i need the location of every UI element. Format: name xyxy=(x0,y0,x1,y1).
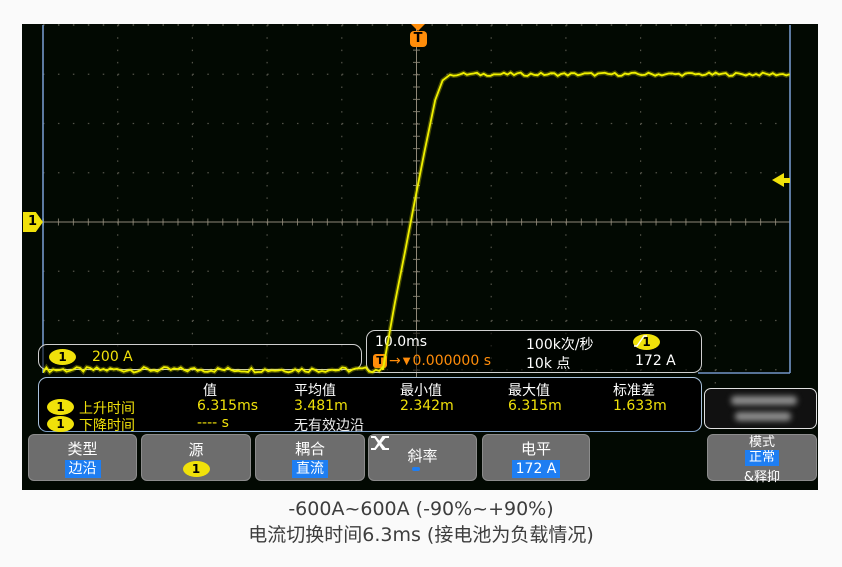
meas-channel-badge: 1 xyxy=(47,416,74,432)
blurred-info-box xyxy=(704,388,817,429)
menu-label-type: 类型 xyxy=(67,439,98,458)
trigger-position-marker[interactable]: T xyxy=(408,24,428,47)
menu-label-mode: 模式 xyxy=(748,434,775,450)
level-value-chip: 172 A xyxy=(511,459,561,478)
menu-label-source: 源 xyxy=(188,440,204,459)
oscilloscope-screen: 1 200 A 10.0ms 100k次/秒 1 T → ▼ 0.000000 s 1… xyxy=(22,24,818,490)
menu-button-trigger-type[interactable]: 类型 边沿 xyxy=(28,434,137,481)
meas-value: 无有效边沿 xyxy=(294,418,364,434)
trigger-delay-value: 0.000000 s xyxy=(412,353,491,369)
menu-button-coupling[interactable]: 耦合 直流 xyxy=(255,434,365,481)
trigger-level-value: 172 A xyxy=(635,353,676,369)
meas-value: 3.481m xyxy=(294,398,348,414)
blurred-text xyxy=(735,412,791,421)
trigger-down-triangle-icon xyxy=(411,24,425,31)
meas-header: 最小值 xyxy=(400,383,442,399)
trigger-source: 1 xyxy=(633,334,660,350)
mode-value2: &释抑 xyxy=(743,469,781,485)
meas-value: ---- s xyxy=(197,415,229,431)
type-value-chip: 边沿 xyxy=(64,459,101,478)
meas-channel-badge: 1 xyxy=(47,399,74,415)
meas-row-label: 下降时间 xyxy=(79,418,135,434)
trigger-t-badge: T xyxy=(409,31,427,47)
meas-header: 标准差 xyxy=(613,383,655,399)
down-triangle-icon: ▼ xyxy=(402,355,411,367)
trigger-delay: T → ▼ 0.000000 s xyxy=(373,353,491,369)
meas-row-label: 上升时间 xyxy=(79,401,135,417)
acquisition-rate: 100k次/秒 xyxy=(526,337,594,353)
arrow-right-icon: → xyxy=(389,353,401,369)
menu-label-coupling: 耦合 xyxy=(294,439,325,458)
caption-line1: -600A~600A (-90%~+90%) xyxy=(288,498,554,520)
arrow-tail xyxy=(783,178,790,183)
rising-edge-icon[interactable] xyxy=(371,436,420,471)
menu-button-slope[interactable]: 斜率 xyxy=(368,434,477,481)
menu-label-level: 电平 xyxy=(520,439,551,458)
timebase-value: 10.0ms xyxy=(375,334,428,350)
channel-scale: 200 A xyxy=(92,349,133,365)
menu-button-source[interactable]: 源 1 xyxy=(141,434,251,481)
measurements-panel: 值 平均值 最小值 最大值 标准差 1 上升时间 6.315ms 3.481m 2.342m 6.3… xyxy=(38,377,702,434)
menu-button-level[interactable]: 电平 172 A xyxy=(482,434,590,481)
coupling-value-chip: 直流 xyxy=(292,459,328,478)
trigger-level-arrow[interactable] xyxy=(772,173,790,188)
meas-header: 平均值 xyxy=(294,383,336,399)
memory-points: 10k 点 xyxy=(526,356,571,372)
meas-value: 1.633m xyxy=(613,398,667,414)
meas-value: 6.315m xyxy=(508,398,562,414)
mode-value-chip: 正常 xyxy=(744,449,779,466)
channel-info-box[interactable]: 1 200 A xyxy=(38,344,362,370)
menu-label-slope: 斜率 xyxy=(407,446,438,465)
trig-slope-rising-icon xyxy=(634,335,647,347)
menu-button-mode[interactable]: 模式 正常 &释抑 xyxy=(707,434,817,485)
channel-1-ground-marker[interactable]: 1 xyxy=(23,212,43,232)
trigger-t-icon: T xyxy=(373,354,387,368)
channel-1-badge: 1 xyxy=(49,349,76,365)
meas-header: 最大值 xyxy=(508,383,550,399)
timebase-trigger-box[interactable]: 10.0ms 100k次/秒 1 T → ▼ 0.000000 s 10k 点 172… xyxy=(366,330,702,373)
meas-header: 值 xyxy=(203,383,217,399)
meas-value: 2.342m xyxy=(400,398,454,414)
figure-caption: -600A~600A (-90%~+90%) 电流切换时间6.3ms (接电池为… xyxy=(0,496,842,548)
meas-value: 6.315ms xyxy=(197,398,259,414)
source-channel-badge: 1 xyxy=(182,460,210,477)
blurred-text xyxy=(731,396,797,405)
caption-line2: 电流切换时间6.3ms (接电池为负载情况) xyxy=(248,524,594,546)
